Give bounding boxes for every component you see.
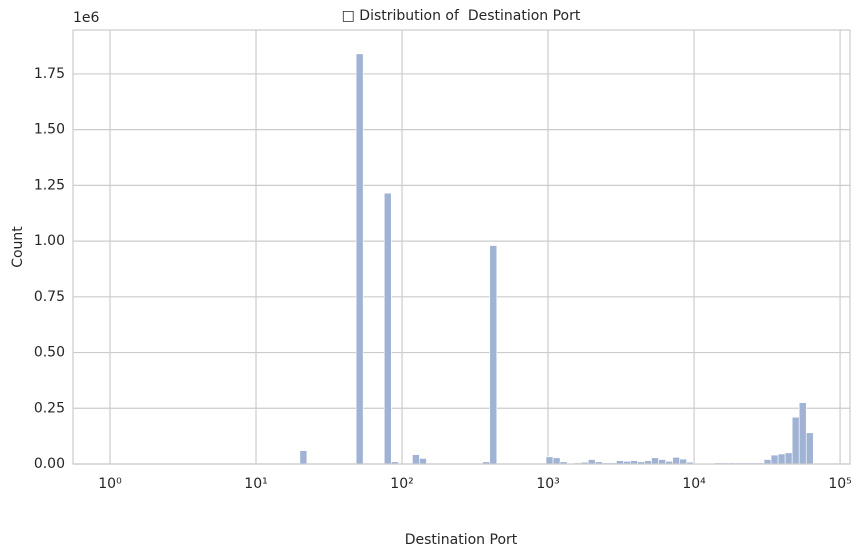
y-tick-label: 0.75 bbox=[34, 289, 65, 305]
bar bbox=[383, 192, 392, 465]
x-tick-label: 10⁵ bbox=[828, 476, 851, 492]
y-tick-label: 1.00 bbox=[34, 233, 65, 249]
y-tick-label: 0.25 bbox=[34, 400, 65, 416]
y-tick-label: 0.00 bbox=[34, 456, 65, 472]
bar bbox=[552, 457, 561, 465]
x-tick-label: 10² bbox=[390, 476, 413, 492]
bar bbox=[489, 245, 498, 465]
bar bbox=[798, 402, 807, 465]
bar bbox=[587, 459, 596, 465]
bar bbox=[770, 454, 779, 465]
y-offset-label: 1e6 bbox=[73, 10, 100, 26]
chart-title: □ Distribution of Destination Port bbox=[342, 8, 581, 24]
bar bbox=[784, 452, 793, 465]
bar bbox=[658, 459, 666, 465]
y-tick-label: 1.75 bbox=[34, 66, 65, 82]
plot-frame bbox=[72, 29, 851, 465]
bar bbox=[672, 457, 680, 465]
bar bbox=[419, 458, 427, 465]
y-tick-label: 1.25 bbox=[34, 177, 65, 193]
bar bbox=[355, 53, 364, 465]
x-tick-label: 10³ bbox=[536, 476, 559, 492]
y-tick-label: 1.50 bbox=[34, 122, 65, 138]
y-tick-label: 0.50 bbox=[34, 345, 65, 361]
bar bbox=[651, 457, 659, 465]
bar bbox=[791, 416, 800, 465]
y-axis-label: Count bbox=[10, 226, 26, 268]
x-axis-label: Destination Port bbox=[405, 532, 518, 548]
x-tick-label: 10⁰ bbox=[98, 476, 122, 492]
bar bbox=[679, 458, 687, 465]
bar bbox=[545, 456, 554, 465]
bar bbox=[412, 454, 420, 465]
bar bbox=[763, 459, 772, 465]
bar bbox=[805, 432, 814, 465]
bar bbox=[299, 450, 308, 465]
bar bbox=[777, 453, 786, 465]
x-tick-label: 10¹ bbox=[244, 476, 267, 492]
x-tick-label: 10⁴ bbox=[682, 476, 706, 492]
